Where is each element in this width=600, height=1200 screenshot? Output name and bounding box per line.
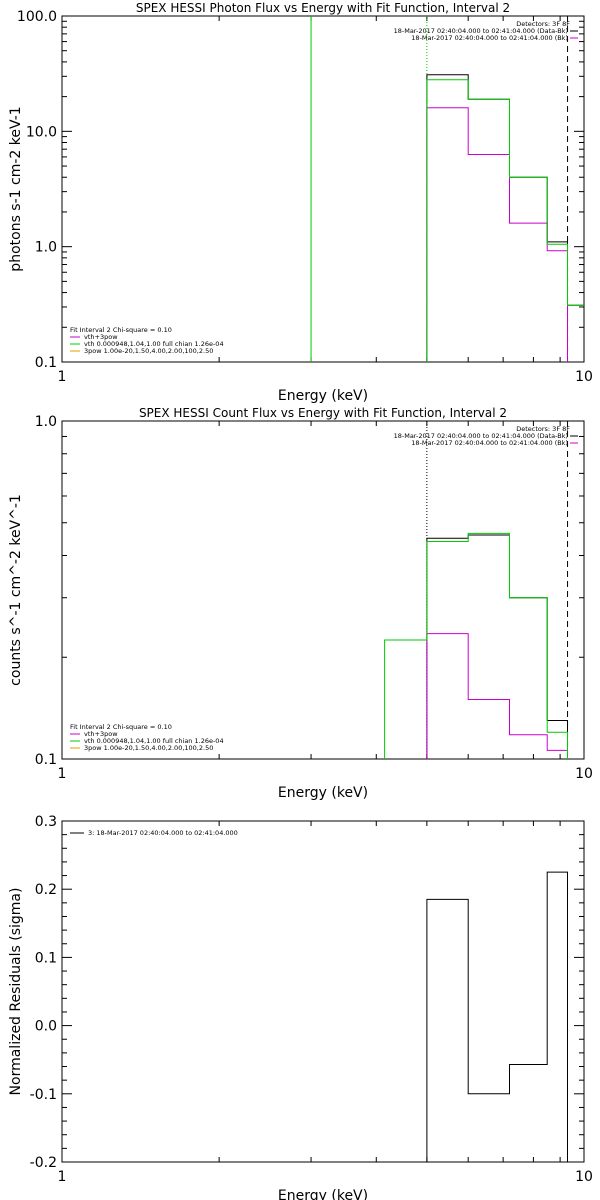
panel-1: SPEX HESSI Photon Flux vs Energy with Fi… (8, 1, 593, 404)
panel-2: SPEX HESSI Count Flux vs Energy with Fit… (8, 406, 593, 801)
x-tick-label: 10 (575, 766, 593, 782)
legend-top: 3: 18-Mar-2017 02:40:04.000 to 02:41:04.… (70, 829, 238, 837)
x-tick-label: 1 (58, 369, 67, 385)
y-tick-label: 0.2 (35, 882, 57, 898)
series-data-bk (426, 534, 568, 759)
y-axis-ticks (62, 435, 584, 760)
series-vth (426, 79, 584, 362)
y-tick-label: -0.1 (30, 1087, 57, 1103)
legend-label: 18-Mar-2017 02:40:04.000 to 02:41:04.000… (411, 34, 568, 42)
x-tick-label: 10 (575, 1169, 593, 1185)
legend-label: vth 0.000948,1.04,1.00 full chian 1.26e-… (84, 340, 224, 348)
x-tick-label: 1 (58, 1169, 67, 1185)
legend-title: Fit Interval 2 Chi-square = 0.10 (70, 723, 172, 731)
legend-title: Detectors: 3F 8F (516, 20, 570, 28)
legend-bottom: Fit Interval 2 Chi-square = 0.10vth+3pow… (70, 723, 224, 752)
plot-area (384, 421, 569, 759)
x-tick-label: 1 (58, 766, 67, 782)
y-axis-label: photons s-1 cm-2 keV-1 (8, 106, 24, 271)
panel-3: 1 10 -0.2 -0.1 0.0 0.1 0.2 0.3 Energy (keV) Norma… (8, 814, 593, 1200)
legend-label: 18-Mar-2017 02:40:04.000 to 02:41:04.000… (394, 432, 568, 440)
y-tick-label: 1.0 (35, 240, 57, 256)
legend-label: 3pow 1.00e-20,1.50,4.00,2.00,100,2.50 (84, 347, 213, 355)
x-tick-label: 10 (575, 369, 593, 385)
y-axis-ticks (62, 20, 584, 363)
legend-label: 18-Mar-2017 02:40:04.000 to 02:41:04.000… (411, 439, 568, 447)
y-tick-label: 1.0 (35, 414, 57, 430)
y-axis-label: counts s^-1 cm^-2 keV^-1 (8, 494, 24, 686)
y-tick-label: 0.1 (35, 950, 57, 966)
y-tick-label: 0.1 (35, 355, 57, 371)
chart-title: SPEX HESSI Count Flux vs Energy with Fit… (139, 406, 507, 420)
series-residuals (426, 871, 568, 1162)
legend-title: Detectors: 3F 8F (516, 425, 570, 433)
legend-label: 3: 18-Mar-2017 02:40:04.000 to 02:41:04.… (88, 829, 238, 837)
y-tick-label: 0.0 (35, 1019, 57, 1035)
plot-frame (61, 820, 585, 1163)
series-vth (384, 532, 568, 759)
series-data-bk (426, 74, 584, 362)
chart-title: SPEX HESSI Photon Flux vs Energy with Fi… (136, 1, 510, 15)
series-bk (426, 107, 568, 362)
y-tick-label: -0.2 (30, 1155, 57, 1171)
x-axis-label: Energy (keV) (278, 1188, 368, 1200)
legend-label: vth+3pow (84, 333, 118, 341)
legend-bottom: Fit Interval 2 Chi-square = 0.10vth+3pow… (70, 326, 224, 355)
legend-label: vth+3pow (84, 730, 118, 738)
y-axis-label: Normalized Residuals (sigma) (8, 888, 24, 1096)
plot-area (426, 871, 568, 1162)
y-tick-label: 0.3 (35, 814, 57, 830)
plot-frame (61, 420, 585, 760)
x-axis-label: Energy (keV) (278, 388, 368, 404)
x-axis-label: Energy (keV) (278, 785, 368, 801)
x-axis-ticks (61, 821, 585, 1162)
y-tick-label: 10.0 (26, 124, 57, 140)
legend-label: vth 0.000948,1.04,1.00 full chian 1.26e-… (84, 737, 224, 745)
y-axis-ticks (62, 820, 584, 1163)
plot-area (310, 16, 584, 362)
legend-label: 3pow 1.00e-20,1.50,4.00,2.00,100,2.50 (84, 744, 213, 752)
x-axis-ticks (61, 421, 585, 759)
plot-frame (61, 15, 585, 363)
x-axis-ticks (61, 16, 585, 362)
series-bk (426, 633, 568, 759)
legend-title: Fit Interval 2 Chi-square = 0.10 (70, 326, 172, 334)
y-tick-label: 100.0 (17, 9, 57, 25)
legend-label: 18-Mar-2017 02:40:04.000 to 02:41:04.000… (394, 27, 568, 35)
y-tick-label: 0.1 (35, 752, 57, 768)
